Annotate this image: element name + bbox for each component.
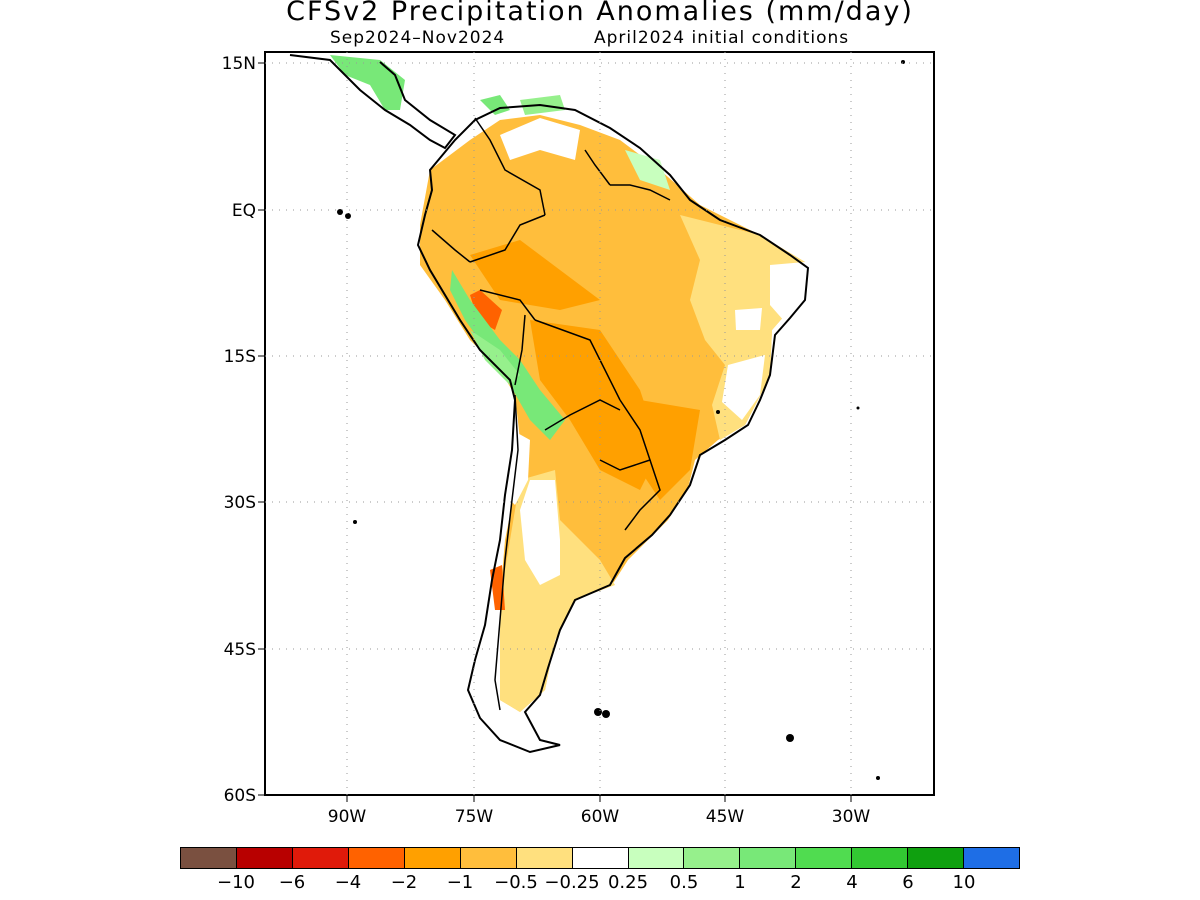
colorbar-swatch bbox=[852, 848, 909, 868]
anomaly-shading bbox=[330, 55, 805, 712]
colorbar-labels: −10 −6 −4 −2 −1 −0.5 −0.25 0.25 0.5 1 2 4 6 10 bbox=[0, 872, 1200, 896]
colorbar-swatch bbox=[404, 848, 461, 868]
border-chile-argentina bbox=[494, 394, 519, 711]
caribbean-coast-white bbox=[500, 118, 580, 160]
galapagos-island bbox=[337, 209, 343, 215]
colorbar-swatch bbox=[348, 848, 405, 868]
colorbar-label: −1 bbox=[446, 872, 474, 893]
border-ecuador-peru bbox=[431, 229, 471, 263]
colorbar-swatch bbox=[236, 848, 293, 868]
border-colombia-venezuela bbox=[474, 117, 546, 216]
south-sandwich-island bbox=[876, 776, 880, 780]
bahia-white bbox=[722, 355, 765, 420]
colorbar-label: −10 bbox=[217, 872, 255, 893]
pernambuco-white bbox=[735, 308, 762, 330]
border-bolivia-paraguay-argentina bbox=[544, 399, 621, 431]
forecast-period: Sep2024–Nov2024 bbox=[330, 28, 506, 48]
colombia-coast-green bbox=[480, 95, 510, 115]
initial-conditions: April2024 initial conditions bbox=[594, 28, 850, 48]
colorbar-swatch bbox=[460, 848, 517, 868]
lat-label: 15S bbox=[224, 347, 256, 367]
andes-light-green bbox=[470, 330, 520, 385]
andes-green bbox=[450, 270, 565, 440]
lat-label: EQ bbox=[232, 201, 256, 221]
islands bbox=[337, 60, 905, 780]
border-colombia-peru-brazil bbox=[469, 214, 546, 263]
lon-label: 30W bbox=[832, 807, 871, 827]
graticule bbox=[258, 52, 934, 802]
central-america-coastline bbox=[289, 54, 457, 150]
colorbar-label: 2 bbox=[790, 872, 802, 893]
border-peru-brazil bbox=[479, 289, 536, 321]
map-title: CFSv2 Precipitation Anomalies (mm/day) bbox=[286, 0, 914, 27]
border-guianas bbox=[610, 184, 671, 201]
border-venezuela-guyana bbox=[584, 149, 611, 186]
atlantic-island bbox=[716, 410, 720, 414]
south-america-coastline bbox=[416, 103, 810, 754]
border-peru-bolivia bbox=[514, 314, 526, 386]
colorbar-swatch bbox=[292, 848, 349, 868]
colorbar-label: 0.5 bbox=[669, 872, 699, 893]
colorbar-label: 0.25 bbox=[607, 872, 649, 893]
colorbar-label: −4 bbox=[334, 872, 362, 893]
argentina-white bbox=[520, 480, 560, 585]
lon-label: 90W bbox=[328, 807, 367, 827]
precipitation-anomaly-map: 15N EQ 15S 30S 45S 60S 90W 75W 60W 45W 30W bbox=[222, 51, 935, 827]
falkland-island bbox=[602, 710, 610, 718]
coastlines bbox=[289, 54, 810, 754]
border-argentina-brazil-uruguay bbox=[624, 459, 661, 531]
colorbar-swatch bbox=[684, 848, 741, 868]
colorbar-swatch bbox=[964, 848, 1020, 868]
colorbar-label: −0.5 bbox=[494, 872, 538, 893]
lat-label: 15N bbox=[222, 54, 256, 74]
colorbar-label: 10 bbox=[952, 872, 976, 893]
atlantic-island bbox=[856, 406, 860, 410]
lon-label: 60W bbox=[581, 807, 620, 827]
falkland-island bbox=[594, 708, 602, 716]
lon-label: 75W bbox=[455, 807, 494, 827]
colorbar-label: −0.25 bbox=[544, 872, 600, 893]
bolivia-dry bbox=[530, 320, 660, 490]
colorbar-label: −2 bbox=[390, 872, 418, 893]
amazon-dry bbox=[470, 240, 600, 310]
south-georgia-island bbox=[786, 734, 794, 742]
guianas-green bbox=[625, 150, 670, 190]
colorbar-label: 4 bbox=[846, 872, 858, 893]
lat-label: 60S bbox=[224, 786, 256, 806]
colorbar-swatch bbox=[740, 848, 797, 868]
colorbar-swatch bbox=[908, 848, 965, 868]
border-bolivia-brazil bbox=[534, 319, 621, 401]
country-borders bbox=[431, 117, 671, 711]
colorbar-swatch bbox=[181, 848, 237, 868]
northeast-white bbox=[770, 262, 805, 322]
lat-label: 45S bbox=[224, 640, 256, 660]
central-america-green bbox=[330, 55, 405, 110]
lon-label: 45W bbox=[706, 807, 745, 827]
colorbar-label: 1 bbox=[734, 872, 746, 893]
colorbar-label: −6 bbox=[278, 872, 306, 893]
pacific-island bbox=[353, 520, 357, 524]
colorbar-label: 6 bbox=[902, 872, 914, 893]
lat-label: 30S bbox=[224, 493, 256, 513]
galapagos-island bbox=[345, 213, 351, 219]
colorbar-swatch bbox=[796, 848, 853, 868]
colorbar-swatch bbox=[516, 848, 573, 868]
colorbar-swatch bbox=[628, 848, 685, 868]
colorbar bbox=[180, 847, 1020, 869]
axis-labels: 15N EQ 15S 30S 45S 60S 90W 75W 60W 45W 30W bbox=[222, 54, 871, 827]
colorbar-swatch bbox=[572, 848, 629, 868]
